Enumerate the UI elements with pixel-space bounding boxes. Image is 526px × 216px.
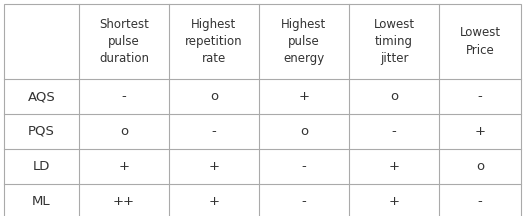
Text: -: - <box>211 125 216 138</box>
Text: -: - <box>478 195 482 208</box>
Text: o: o <box>300 125 308 138</box>
Text: Shortest
pulse
duration: Shortest pulse duration <box>99 18 149 65</box>
Text: Highest
repetition
rate: Highest repetition rate <box>185 18 243 65</box>
Text: ++: ++ <box>113 195 135 208</box>
Text: Highest
pulse
energy: Highest pulse energy <box>281 18 327 65</box>
Text: +: + <box>118 160 129 173</box>
Text: +: + <box>298 90 309 103</box>
Text: +: + <box>474 125 485 138</box>
Text: +: + <box>208 195 219 208</box>
Text: -: - <box>478 90 482 103</box>
Text: Lowest
timing
jitter: Lowest timing jitter <box>373 18 414 65</box>
Text: AQS: AQS <box>28 90 55 103</box>
Text: -: - <box>392 125 397 138</box>
Text: +: + <box>208 160 219 173</box>
Text: o: o <box>476 160 484 173</box>
Text: o: o <box>210 90 218 103</box>
Text: -: - <box>301 195 306 208</box>
Text: -: - <box>301 160 306 173</box>
Text: o: o <box>390 90 398 103</box>
Text: o: o <box>120 125 128 138</box>
Text: LD: LD <box>33 160 50 173</box>
Text: +: + <box>389 195 400 208</box>
Text: +: + <box>389 160 400 173</box>
Text: ML: ML <box>32 195 51 208</box>
Text: PQS: PQS <box>28 125 55 138</box>
Text: Lowest
Price: Lowest Price <box>459 27 501 57</box>
Text: -: - <box>122 90 126 103</box>
